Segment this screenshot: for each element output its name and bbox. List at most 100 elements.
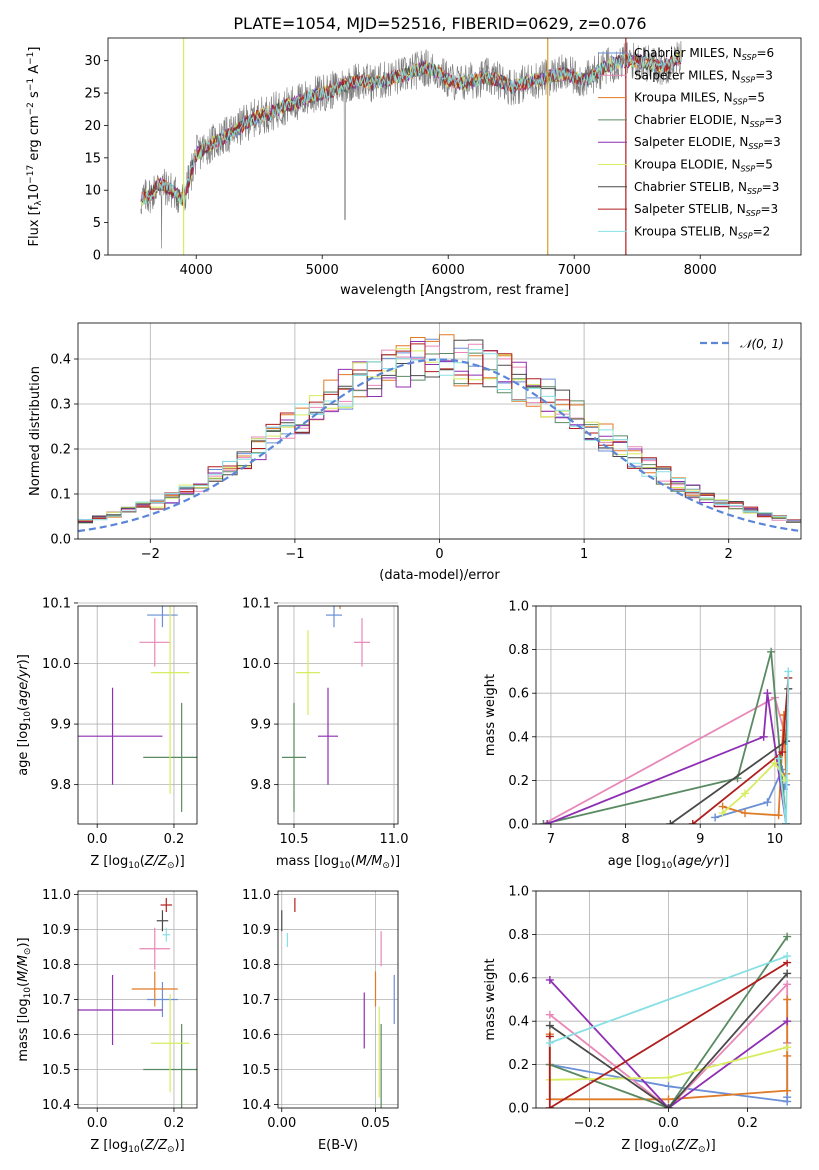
weight-marker bbox=[545, 1104, 554, 1108]
x-tick-label: 0.0 bbox=[87, 832, 108, 847]
y-tick-label: 0 bbox=[93, 249, 101, 264]
x-axis-label: (data-model)/error bbox=[379, 568, 500, 583]
label-part: mass [log bbox=[16, 998, 31, 1061]
x-tick-label: 2 bbox=[725, 547, 733, 562]
label-part: 10 bbox=[23, 987, 33, 999]
x-tick-label: −1 bbox=[285, 547, 304, 562]
residuals-frame bbox=[77, 322, 802, 540]
legend-sub: SSP bbox=[741, 165, 756, 174]
label-part: −1 bbox=[26, 52, 36, 65]
label-part: −1 bbox=[26, 78, 36, 91]
weight-marker bbox=[688, 820, 697, 824]
weight-marker bbox=[664, 1082, 673, 1091]
weight-line bbox=[777, 671, 790, 824]
errorbar-point bbox=[78, 687, 163, 785]
y-tick-label: 10.8 bbox=[42, 958, 71, 973]
y-tick-label: 0.0 bbox=[508, 818, 529, 833]
legend-sub: SSP bbox=[747, 187, 762, 196]
weight-marker bbox=[545, 1038, 554, 1047]
legend-text: Kroupa STELIB, N bbox=[634, 224, 738, 238]
x-tick-label: 4000 bbox=[180, 263, 213, 278]
weight-marker bbox=[783, 995, 792, 1004]
errorbar-point bbox=[354, 618, 370, 667]
legend-tail: =3 bbox=[764, 113, 782, 127]
weight-marker bbox=[767, 647, 776, 656]
x-tick-label: 10 bbox=[767, 832, 784, 847]
legend-entry: Kroupa STELIB, NSSP=2 bbox=[634, 224, 770, 240]
y-tick-label: 0.4 bbox=[50, 353, 71, 368]
legend-text: Kroupa ELODIE, N bbox=[634, 158, 741, 172]
y-axis-label: Flux [fλ10−17 erg cm−2 s−1 A−1] bbox=[26, 47, 44, 247]
label-part: Z/Z bbox=[144, 854, 168, 869]
errorbar-point bbox=[131, 971, 178, 1007]
y-tick-label: 9.8 bbox=[50, 778, 71, 793]
label-part: age [log bbox=[608, 854, 661, 869]
x-tick-label: 1 bbox=[580, 547, 588, 562]
y-tick-label: 10.1 bbox=[42, 596, 71, 611]
legend-tail: =3 bbox=[760, 202, 778, 216]
label-part: M/M bbox=[356, 854, 383, 869]
weight-marker bbox=[711, 813, 720, 822]
y-tick-label: 11.0 bbox=[242, 888, 271, 903]
weight-marker bbox=[783, 980, 792, 989]
weight-marker bbox=[763, 689, 772, 698]
y-tick-label: 10.5 bbox=[242, 1063, 271, 1078]
y-axis-label: mass weight bbox=[483, 674, 498, 756]
label-part: Z/Z bbox=[675, 1138, 699, 1153]
label-part: erg cm bbox=[27, 115, 42, 164]
mass-vs-ebv-axes: 0.00 0.05 10.4 10.5 10.6 10.7 10.8 10.9 11.0 bbox=[242, 888, 398, 1131]
legend-tail: =3 bbox=[762, 180, 780, 194]
weight-marker bbox=[783, 952, 792, 961]
label-part: Z/Z bbox=[144, 1138, 168, 1153]
age-vs-mass-frame bbox=[277, 605, 399, 825]
weight-marker bbox=[718, 809, 727, 818]
y-tick-label: 10.1 bbox=[242, 596, 271, 611]
weight-line bbox=[546, 693, 787, 824]
legend-entry: Chabrier STELIB, NSSP=3 bbox=[634, 180, 779, 196]
legend-tail: =2 bbox=[753, 224, 771, 238]
weight-line bbox=[543, 696, 785, 824]
label-part: )] bbox=[175, 1138, 185, 1153]
label-part: age [log bbox=[16, 723, 31, 776]
label-part: )] bbox=[175, 854, 185, 869]
label-part: ( bbox=[671, 1138, 676, 1153]
x-tick-label: 6000 bbox=[432, 263, 465, 278]
legend-text: Chabrier STELIB, N bbox=[634, 180, 747, 194]
y-tick-label: 0.0 bbox=[50, 533, 71, 548]
spectrum-axes: 4000 5000 6000 7000 8000 0 5 10 15 20 25 30 bbox=[84, 54, 716, 278]
weight-marker bbox=[543, 820, 552, 824]
label-part: 10 bbox=[27, 184, 42, 201]
y-tick-label: 0.8 bbox=[508, 928, 529, 943]
y-axis-label: mass [log10(M/M⊙)] bbox=[16, 937, 33, 1061]
label-part: ⊙ bbox=[167, 1145, 175, 1155]
legend-text: Salpeter MILES, N bbox=[634, 68, 741, 82]
weight-marker bbox=[664, 1073, 673, 1082]
x-tick-label: 8 bbox=[621, 832, 629, 847]
legend-sub: SSP bbox=[748, 142, 763, 151]
weight-marker bbox=[774, 811, 783, 820]
x-axis-label: mass [log10(M/M⊙)] bbox=[276, 854, 400, 871]
y-tick-label: 30 bbox=[84, 54, 101, 69]
y-tick-label: 0.4 bbox=[508, 730, 529, 745]
label-part: 10 bbox=[128, 861, 140, 871]
errorbar-point bbox=[132, 591, 178, 603]
weight-marker bbox=[666, 820, 675, 824]
legend-text: Salpeter ELODIE, N bbox=[634, 135, 748, 149]
label-part: ⊙ bbox=[167, 861, 175, 871]
mass-vs-ebv-grid bbox=[278, 891, 398, 1108]
weight-vs-age-series bbox=[539, 647, 793, 824]
errorbar-point bbox=[139, 618, 171, 667]
y-tick-label: 0.6 bbox=[508, 687, 529, 702]
errorbar-point bbox=[147, 606, 178, 628]
y-tick-label: 11.0 bbox=[42, 888, 71, 903]
y-tick-label: 1.0 bbox=[508, 600, 529, 615]
y-tick-label: 0.2 bbox=[50, 443, 71, 458]
x-tick-label: 8000 bbox=[684, 263, 717, 278]
errorbar-point bbox=[147, 982, 178, 1017]
x-tick-label: 0.0 bbox=[658, 1116, 679, 1131]
age-vs-mass-points bbox=[282, 606, 370, 812]
label-part: 10 bbox=[339, 861, 351, 871]
weight-line bbox=[549, 979, 788, 1108]
y-tick-label: 10.8 bbox=[242, 958, 271, 973]
